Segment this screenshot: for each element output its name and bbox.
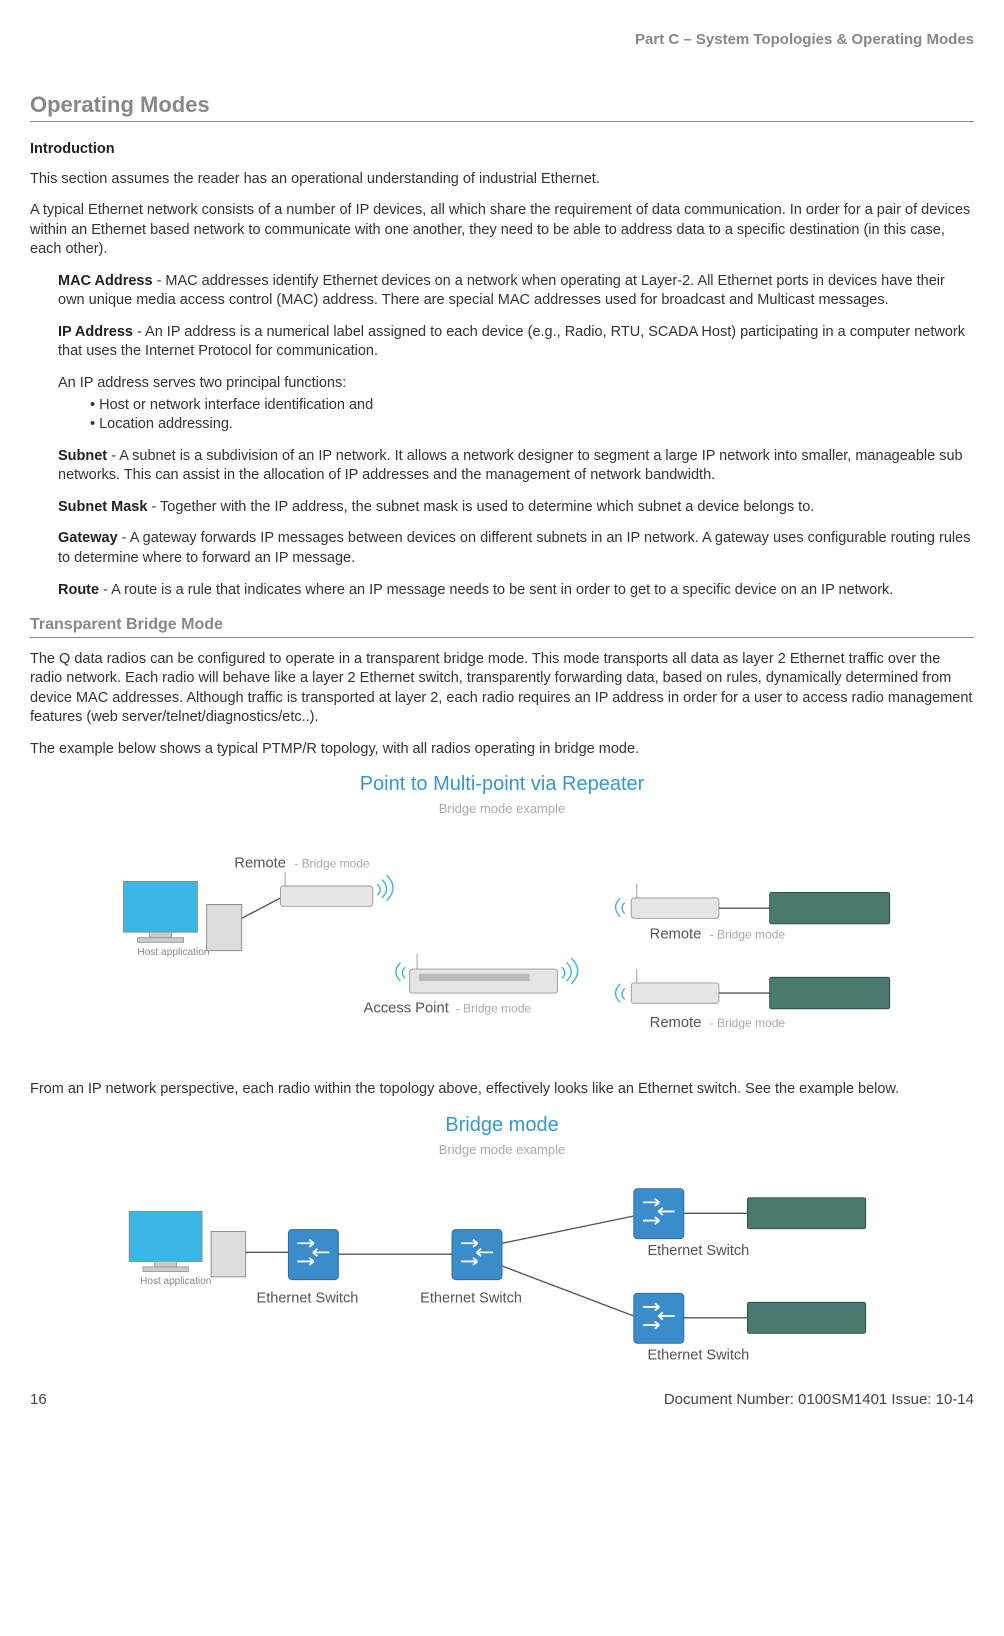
diagram1-title: Point to Multi-point via Repeater — [30, 771, 974, 798]
page-title: Operating Modes — [30, 90, 974, 122]
d1-host-label: Host application — [137, 947, 209, 958]
d2-sw4: Ethernet Switch — [647, 1348, 749, 1364]
intro-p2: A typical Ethernet network consists of a… — [30, 201, 974, 260]
d2-sw3: Ethernet Switch — [647, 1243, 749, 1259]
def-route: Route - A route is a rule that indicates… — [58, 581, 974, 601]
text-gateway: - A gateway forwards IP messages between… — [58, 530, 970, 566]
def-mac: MAC Address - MAC addresses identify Eth… — [58, 272, 974, 311]
term-route: Route — [58, 582, 99, 598]
ip-bullet-2: Location addressing. — [90, 415, 974, 435]
text-mac: - MAC addresses identify Ethernet device… — [58, 273, 945, 309]
header-part-label: Part C – System Topologies & Operating M… — [30, 30, 974, 50]
intro-heading: Introduction — [30, 140, 974, 160]
text-ip: - An IP address is a numerical label ass… — [58, 324, 965, 360]
diagram2-subtitle: Bridge mode example — [30, 1141, 974, 1159]
d1-remote-ul: Remote — [234, 856, 286, 872]
text-subnet: - A subnet is a subdivision of an IP net… — [58, 448, 963, 484]
ip-serves: An IP address serves two principal funct… — [58, 374, 974, 394]
term-mac: MAC Address — [58, 273, 153, 289]
diagram-bridge-mode: Host application Ethernet Switch Etherne… — [30, 1166, 974, 1366]
d2-host-label: Host application — [140, 1276, 211, 1287]
tbm-p3: From an IP network perspective, each rad… — [30, 1080, 974, 1100]
d1-remote-lr-mode: - Bridge mode — [710, 1016, 786, 1030]
d1-remote-ur: Remote — [650, 927, 702, 943]
d1-remote-lr: Remote — [650, 1015, 702, 1031]
d2-sw1: Ethernet Switch — [257, 1290, 359, 1306]
term-subnet: Subnet — [58, 448, 107, 464]
diagram2-title: Bridge mode — [30, 1112, 974, 1139]
tbm-p1: The Q data radios can be configured to o… — [30, 650, 974, 728]
page-number: 16 — [30, 1390, 47, 1410]
def-gateway: Gateway - A gateway forwards IP messages… — [58, 529, 974, 568]
ip-bullet-1: Host or network interface identification… — [90, 396, 974, 416]
d1-remote-ur-mode: - Bridge mode — [710, 928, 786, 942]
text-mask: - Together with the IP address, the subn… — [147, 499, 814, 515]
tbm-p2: The example below shows a typical PTMP/R… — [30, 740, 974, 760]
d1-ap-label: Access Point — [364, 1000, 449, 1016]
diagram-ptmp: Host application Remote - Bridge mode Ac… — [30, 826, 974, 1066]
term-ip: IP Address — [58, 324, 133, 340]
term-mask: Subnet Mask — [58, 499, 147, 515]
diagram1-subtitle: Bridge mode example — [30, 800, 974, 818]
d1-remote-ul-mode: - Bridge mode — [294, 857, 370, 871]
tbm-heading: Transparent Bridge Mode — [30, 614, 974, 638]
def-subnet: Subnet - A subnet is a subdivision of an… — [58, 447, 974, 486]
d1-ap-mode: - Bridge mode — [456, 1001, 532, 1015]
def-ip: IP Address - An IP address is a numerica… — [58, 323, 974, 362]
def-mask: Subnet Mask - Together with the IP addre… — [58, 498, 974, 518]
text-route: - A route is a rule that indicates where… — [99, 582, 893, 598]
term-gateway: Gateway — [58, 530, 118, 546]
d2-sw2: Ethernet Switch — [420, 1290, 522, 1306]
doc-number: Document Number: 0100SM1401 Issue: 10-14 — [664, 1390, 974, 1410]
intro-p1: This section assumes the reader has an o… — [30, 170, 974, 190]
